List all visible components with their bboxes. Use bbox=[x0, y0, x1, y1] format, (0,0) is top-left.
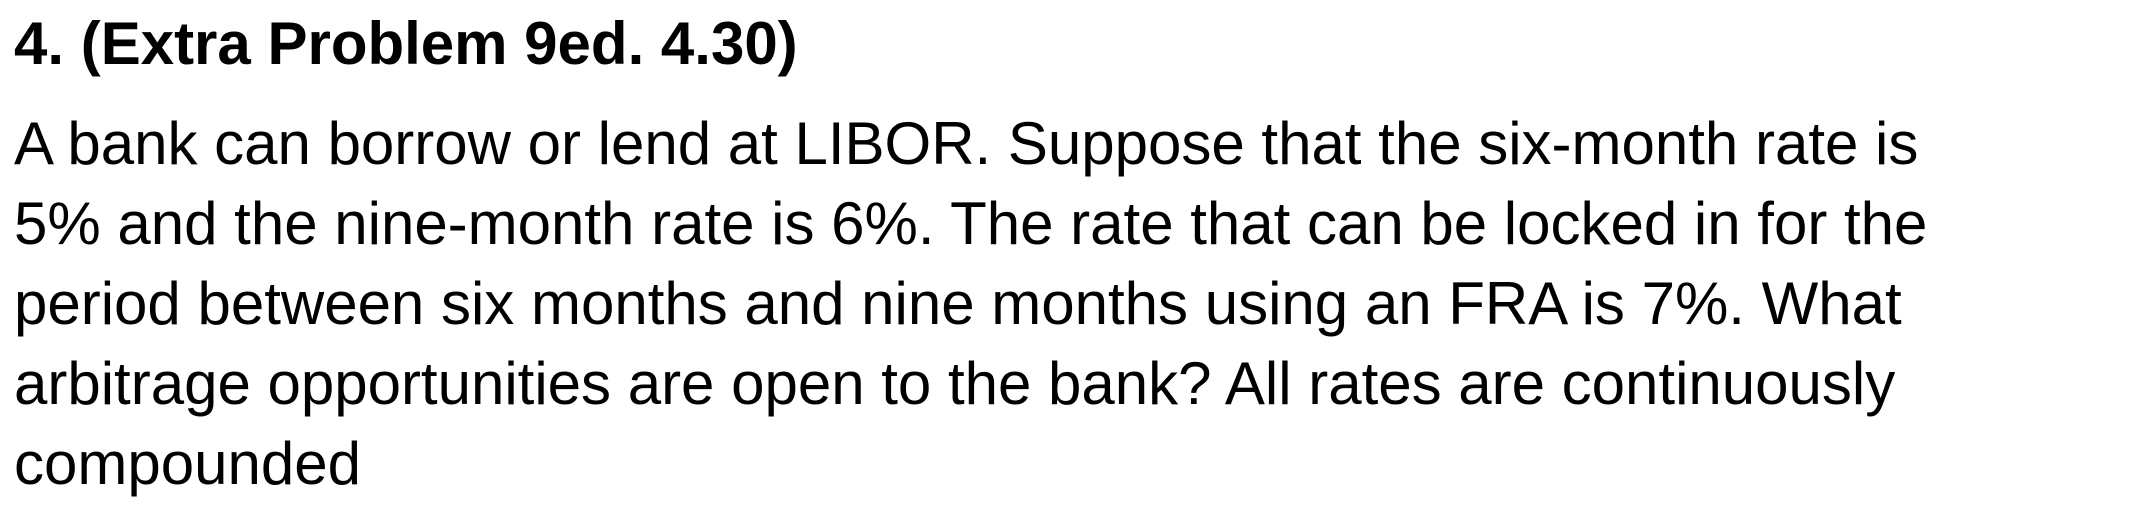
problem-text-line: compounded bbox=[14, 430, 361, 497]
problem-statement: A bank can borrow or lend at LIBOR. Supp… bbox=[14, 104, 2144, 504]
problem-text-line: 5% and the nine-month rate is 6%. The ra… bbox=[14, 190, 1928, 257]
problem-heading: 4. (Extra Problem 9ed. 4.30) bbox=[14, 10, 798, 77]
problem-text-line: period between six months and nine month… bbox=[14, 270, 1902, 337]
problem-text-line: A bank can borrow or lend at LIBOR. Supp… bbox=[14, 110, 1919, 177]
problem-text-line: arbitrage opportunities are open to the … bbox=[14, 350, 1896, 417]
